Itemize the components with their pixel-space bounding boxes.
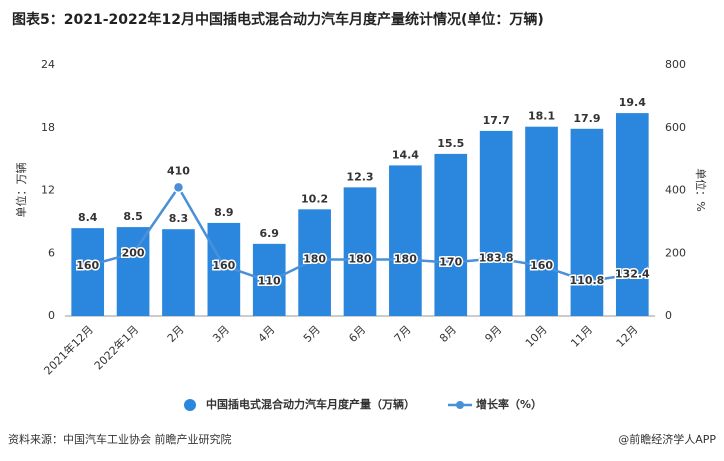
bar-value-label: 12.3 [346, 170, 373, 183]
x-tick-label: 7月 [392, 323, 414, 345]
y2-tick-label: 200 [665, 246, 686, 259]
line-value-label: 410 [167, 164, 190, 177]
bar [525, 126, 558, 317]
line-value-label: 160 [212, 259, 235, 272]
source: 资料来源：中国汽车工业协会 前瞻产业研究院 [8, 432, 232, 446]
y-tick-label: 6 [48, 246, 55, 259]
line-value-label: 170 [439, 256, 462, 269]
x-tick-label: 3月 [210, 323, 232, 345]
y2-axis-label: 单位：% [694, 168, 708, 211]
line-value-label: 200 [122, 246, 145, 259]
line-value-label: 180 [394, 253, 417, 266]
x-tick-label: 4月 [256, 323, 278, 345]
chart-title: 图表5：2021-2022年12月中国插电式混合动力汽车月度产量统计情况(单位：… [12, 11, 544, 28]
y2-tick-label: 800 [665, 58, 686, 71]
bar-value-label: 15.5 [437, 137, 464, 150]
credit: @前瞻经济学人APP [618, 432, 716, 446]
bar [116, 227, 150, 316]
bar [343, 187, 377, 316]
x-tick-label: 10月 [523, 323, 550, 350]
bar [298, 209, 331, 316]
y2-tick-label: 400 [665, 184, 686, 197]
line-value-label: 110 [258, 274, 281, 287]
x-tick-label: 12月 [614, 323, 641, 350]
x-tick-label: 2月 [165, 323, 187, 345]
bar [162, 229, 195, 316]
bar [615, 113, 649, 316]
line-value-label: 160 [76, 259, 99, 272]
y-axis-label: 单位：万辆 [14, 163, 28, 218]
bar-value-label: 10.2 [301, 192, 328, 205]
bar-value-label: 8.3 [169, 212, 189, 225]
x-tick-label: 8月 [437, 323, 459, 345]
x-tick-label: 9月 [482, 323, 504, 345]
y2-tick-label: 0 [665, 309, 672, 322]
bar [434, 153, 468, 316]
line-value-label: 160 [530, 259, 553, 272]
bar-value-label: 8.5 [123, 210, 143, 223]
bar-value-label: 8.4 [78, 211, 98, 224]
legend-label: 增长率（%） [476, 397, 542, 411]
line-value-label: 132.4 [615, 267, 650, 280]
line-value-label: 180 [303, 253, 326, 266]
bar-value-label: 17.9 [573, 112, 600, 125]
bar-value-label: 19.4 [619, 96, 646, 109]
y-tick-label: 18 [41, 121, 55, 134]
bar [570, 128, 604, 316]
y2-tick-label: 600 [665, 121, 686, 134]
x-tick-label: 11月 [568, 323, 595, 350]
bar-value-label: 6.9 [259, 227, 279, 240]
bar [389, 165, 422, 316]
line-value-label: 110.8 [570, 274, 605, 287]
line-value-label: 183.8 [479, 251, 514, 264]
bar [252, 243, 286, 316]
legend-label: 中国插电式混合动力汽车月度产量（万辆） [206, 397, 415, 411]
legend-swatch [456, 401, 464, 409]
line-value-label: 180 [349, 253, 372, 266]
bar-value-label: 18.1 [528, 110, 555, 123]
x-tick-label: 2021年12月 [41, 322, 96, 377]
x-tick-label: 2022年1月 [91, 322, 141, 372]
line-point [172, 181, 185, 194]
y-tick-label: 24 [41, 58, 55, 71]
legend-swatch [184, 399, 196, 411]
bar [479, 130, 513, 316]
bar-value-label: 17.7 [483, 114, 510, 127]
bar-value-label: 8.9 [214, 206, 234, 219]
x-tick-label: 6月 [346, 323, 368, 345]
x-tick-label: 5月 [301, 323, 323, 345]
y-tick-label: 12 [41, 184, 55, 197]
bar [71, 228, 105, 316]
y-tick-label: 0 [48, 309, 55, 322]
bar-value-label: 14.4 [392, 148, 419, 161]
